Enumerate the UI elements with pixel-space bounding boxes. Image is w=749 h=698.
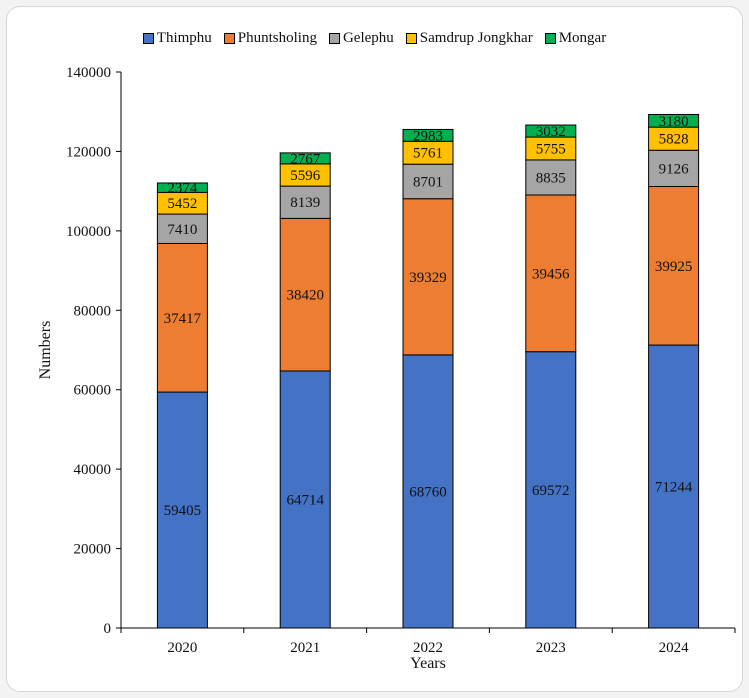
bar-segment-gelephu-2023	[525, 159, 577, 196]
data-label-mongar-2023: 3032	[536, 124, 566, 140]
legend-label-phuntsholing: Phuntsholing	[237, 30, 317, 46]
data-label-gelephu-2021: 8139	[290, 195, 320, 211]
data-label-thimphu-2021: 64714	[286, 492, 324, 508]
data-label-thimphu-2024: 71244	[655, 480, 693, 496]
bar-segment-thimphu-2022	[402, 354, 454, 629]
x-axis-title: Years	[410, 655, 446, 672]
legend-swatch-thimphu	[142, 33, 154, 44]
y-tick-label: 0	[104, 621, 112, 637]
x-tick-label: 2021	[290, 640, 320, 656]
legend-label-samdrup-jongkhar: Samdrup Jongkhar	[419, 30, 533, 46]
data-label-thimphu-2020: 59405	[164, 503, 202, 519]
legend-swatch-mongar	[544, 33, 556, 44]
legend-item-samdrup-jongkhar: Samdrup Jongkhar	[405, 30, 533, 47]
legend-item-gelephu: Gelephu	[328, 30, 394, 47]
bar-segment-phuntsholing-2020	[156, 242, 208, 393]
data-label-phuntsholing-2020: 37417	[164, 311, 202, 327]
legend-label-thimphu: Thimphu	[156, 30, 212, 46]
data-label-phuntsholing-2024: 39925	[655, 259, 693, 275]
y-tick-label: 20000	[74, 542, 112, 558]
data-label-samdrup-jongkhar-2021: 5596	[290, 168, 321, 184]
data-label-phuntsholing-2023: 39456	[532, 266, 570, 282]
data-label-gelephu-2020: 7410	[167, 222, 197, 238]
bar-segment-thimphu-2023	[525, 351, 577, 629]
data-label-samdrup-jongkhar-2022: 5761	[413, 146, 443, 162]
data-label-mongar-2021: 2767	[290, 151, 321, 167]
data-label-mongar-2022: 2983	[413, 128, 443, 144]
bar-segment-phuntsholing-2022	[402, 198, 454, 356]
legend-swatch-gelephu	[328, 33, 340, 44]
y-tick-label: 120000	[66, 144, 111, 160]
legend-item-phuntsholing: Phuntsholing	[223, 30, 317, 47]
y-tick-label: 80000	[74, 303, 112, 319]
bar-segment-mongar-2020	[156, 182, 208, 193]
bar-segment-phuntsholing-2023	[525, 194, 577, 353]
data-label-gelephu-2023: 8835	[536, 170, 566, 186]
legend: Thimphu Phuntsholing Gelephu Samdrup Jon…	[0, 30, 749, 47]
data-label-gelephu-2024: 9126	[659, 161, 690, 177]
bar-segment-mongar-2022	[402, 128, 454, 142]
data-label-phuntsholing-2022: 39329	[409, 270, 447, 286]
x-tick-label: 2020	[167, 640, 197, 656]
x-tick-label: 2023	[536, 640, 566, 656]
x-tick-label: 2022	[413, 640, 443, 656]
legend-swatch-phuntsholing	[223, 33, 235, 44]
data-label-thimphu-2023: 69572	[532, 483, 570, 499]
data-label-samdrup-jongkhar-2020: 5452	[167, 196, 197, 212]
data-label-samdrup-jongkhar-2023: 5755	[536, 141, 566, 157]
bar-segment-gelephu-2022	[402, 163, 454, 200]
bar-segment-mongar-2021	[279, 152, 331, 165]
y-tick-label: 140000	[66, 65, 111, 81]
y-tick-label: 100000	[66, 224, 111, 240]
legend-item-thimphu: Thimphu	[142, 30, 212, 47]
bar-segment-thimphu-2021	[279, 370, 331, 629]
bar-segment-mongar-2024	[648, 113, 700, 128]
data-label-gelephu-2022: 8701	[413, 174, 443, 190]
legend-label-gelephu: Gelephu	[342, 30, 394, 46]
bar-segment-gelephu-2024	[648, 149, 700, 188]
y-axis-title: Numbers	[37, 321, 54, 380]
y-tick-label: 60000	[74, 383, 112, 399]
data-label-samdrup-jongkhar-2024: 5828	[659, 132, 689, 148]
bar-segment-phuntsholing-2021	[279, 217, 331, 372]
y-tick-label: 40000	[74, 462, 112, 478]
legend-item-mongar: Mongar	[544, 30, 607, 47]
legend-swatch-samdrup-jongkhar	[405, 33, 417, 44]
bar-segment-thimphu-2024	[648, 344, 700, 629]
data-label-mongar-2020: 2374	[167, 181, 198, 197]
bar-segment-mongar-2023	[525, 124, 577, 138]
x-tick-label: 2024	[659, 640, 690, 656]
chart-card	[6, 6, 743, 692]
bar-segment-phuntsholing-2024	[648, 186, 700, 346]
data-label-mongar-2024: 3180	[659, 114, 689, 130]
bar-segment-gelephu-2021	[279, 185, 331, 219]
data-label-thimphu-2022: 68760	[409, 484, 447, 500]
data-label-phuntsholing-2021: 38420	[286, 288, 324, 304]
legend-label-mongar: Mongar	[558, 30, 607, 46]
